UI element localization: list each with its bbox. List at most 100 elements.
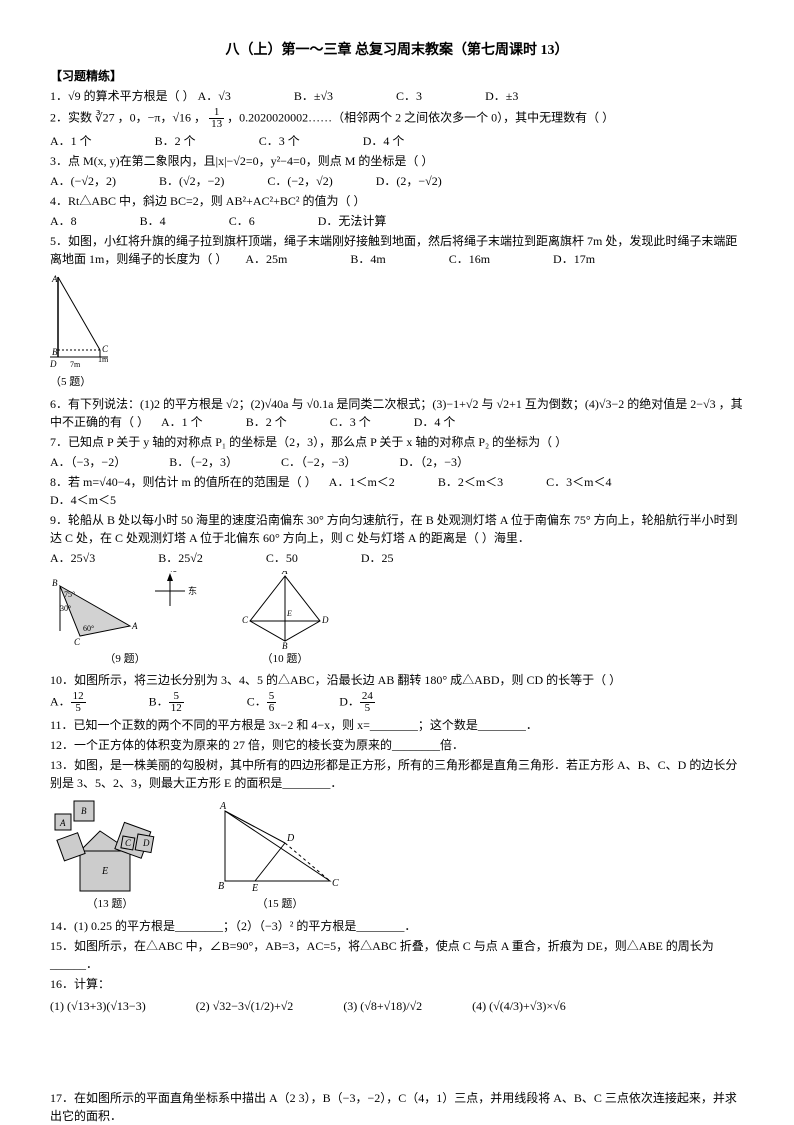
q16-parts: (1) (√13+3)(√13−3) (2) √32−3√(1/2)+√2 (3…: [50, 997, 744, 1015]
svg-text:E: E: [251, 883, 258, 894]
question-15: 15．如图所示，在△ABC 中，∠B=90°，AB=3，AC=5，将△ABC 折…: [50, 937, 744, 973]
figure-9: 北 东 B A C 75° 30° 60° （9 题）: [50, 571, 200, 668]
question-6: 6．有下列说法：(1)2 的平方根是 √2；(2)√40a 与 √0.1a 是同…: [50, 395, 744, 431]
q1-d: D．±3: [485, 87, 518, 105]
q3-b: B．(√2，−2): [159, 172, 224, 190]
question-1: 1．√9 的算术平方根是（ ） A．√3 B．±√3 C．3 D．±3: [50, 87, 744, 105]
q6-stem: 6．有下列说法：(1)2 的平方根是 √2；(2)√40a 与 √0.1a 是同…: [50, 397, 743, 429]
question-4: 4．Rt△ABC 中，斜边 BC=2，则 AB²+AC²+BC² 的值为（ ）: [50, 192, 744, 210]
question-7: 7．已知点 P 关于 y 轴的对称点 P₁ 的坐标是（2，3），那么点 P 关于…: [50, 433, 744, 451]
svg-text:B: B: [52, 578, 58, 588]
figures-9-10-row: 北 东 B A C 75° 30° 60° （9 题） A C D B E （1…: [50, 571, 744, 668]
q10-c: C．56: [247, 691, 277, 714]
q5-d: D．17m: [553, 250, 595, 268]
question-17: 17．在如图所示的平面直角坐标系中描出 A（2 3），B（−3，−2），C（4，…: [50, 1089, 744, 1125]
svg-text:A: A: [131, 621, 138, 631]
q9-d: D．25: [361, 549, 394, 567]
svg-text:C: C: [74, 637, 81, 647]
q6-b: B．2 个: [246, 413, 287, 431]
q5-c: C．16m: [449, 250, 490, 268]
q4-choices: A．8 B．4 C．6 D．无法计算: [50, 212, 744, 230]
figure-10-caption: （10 题）: [240, 651, 330, 668]
q2-fraction: 113: [209, 107, 224, 130]
figure-9-caption: （9 题）: [50, 651, 200, 668]
question-11: 11．已知一个正数的两个不同的平方根是 3x−2 和 4−x，则 x=_____…: [50, 716, 744, 734]
q10-choices: A．125 B．512 C．56 D．245: [50, 691, 744, 714]
svg-text:C: C: [125, 838, 132, 848]
q1-stem: 1．√9 的算术平方根是（ ）: [50, 89, 195, 103]
figure-13-caption: （13 题）: [50, 896, 170, 913]
q8-d: D．4＜m＜5: [50, 491, 116, 509]
figure-15-caption: （15 题）: [210, 896, 350, 913]
figure-10: A C D B E （10 题）: [240, 571, 330, 668]
svg-text:D: D: [142, 838, 150, 848]
q7-a: A．（−3，−2）: [50, 453, 126, 471]
page-title: 八（上）第一～三章 总复习周末教案（第七周课时 13）: [50, 40, 744, 61]
q7-b: B．（−2，3）: [169, 453, 238, 471]
q6-d: D．4 个: [414, 413, 456, 431]
q2-d: D．4 个: [363, 132, 405, 150]
figure-15: A B E D C （15 题）: [210, 801, 350, 913]
q5-b: B．4m: [350, 250, 385, 268]
q9-choices: A．25√3 B．25√2 C．50 D．25: [50, 549, 744, 567]
svg-text:75°: 75°: [64, 590, 75, 599]
q3-choices: A．(−√2，2) B．(√2，−2) C．(−2，√2) D．(2，−√2): [50, 172, 744, 190]
q1-c: C．3: [396, 87, 422, 105]
figure-5: A B C D 1m 7m （5 题）: [50, 272, 120, 391]
svg-text:1m: 1m: [98, 355, 109, 364]
figures-13-15-row: E A B C D （13 题） A B E D C （15 题）: [50, 796, 744, 913]
figure-5-caption: （5 题）: [50, 376, 91, 388]
svg-text:E: E: [286, 609, 292, 618]
question-9: 9．轮船从 B 处以每小时 50 海里的速度沿南偏东 30° 方向匀速航行，在 …: [50, 511, 744, 547]
q10-d: D．245: [339, 691, 375, 714]
svg-text:B: B: [52, 347, 58, 357]
svg-text:A: A: [281, 571, 288, 576]
section-label: 【习题精练】: [50, 67, 744, 85]
q8-stem: 8．若 m=√40−4，则估计 m 的值所在的范围是（ ）: [50, 475, 317, 489]
svg-text:B: B: [282, 641, 288, 651]
svg-text:A: A: [219, 801, 227, 812]
q16-p1: (1) (√13+3)(√13−3): [50, 997, 146, 1015]
q16-p3: (3) (√8+√18)/√2: [343, 997, 422, 1015]
figure-5-row: A B C D 1m 7m （5 题）: [50, 272, 744, 391]
q2-c: C．3 个: [259, 132, 300, 150]
q5-a: A．25m: [245, 250, 287, 268]
q3-c: C．(−2，√2): [267, 172, 332, 190]
q6-a: A．1 个: [161, 413, 203, 431]
q4-b: B．4: [140, 212, 166, 230]
question-14: 14．(1) 0.25 的平方根是________；（2）（−3）² 的平方根是…: [50, 917, 744, 935]
q1-b: B．±√3: [294, 87, 333, 105]
q2-choices: A．1 个 B．2 个 C．3 个 D．4 个: [50, 132, 744, 150]
q8-b: B．2＜m＜3: [438, 473, 503, 491]
figure-13: E A B C D （13 题）: [50, 796, 170, 913]
q3-d: D．(2，−√2): [376, 172, 442, 190]
svg-text:7m: 7m: [70, 360, 81, 369]
question-3: 3．点 M(x, y)在第二象限内，且|x|−√2=0，y²−4=0，则点 M …: [50, 152, 744, 170]
q9-c: C．50: [266, 549, 298, 567]
q2-b: B．2 个: [155, 132, 196, 150]
q8-c: C．3＜m＜4: [546, 473, 611, 491]
svg-text:A: A: [51, 274, 58, 284]
question-2: 2．实数 ∛27 ，0，−π，√16 ， 113 ，0.2020020002………: [50, 107, 744, 130]
q9-b: B．25√2: [158, 549, 203, 567]
question-10: 10．如图所示，将三边长分别为 3、4、5 的△ABC，沿最长边 AB 翻转 1…: [50, 671, 744, 689]
q2-stem-b: ，0.2020020002……（相邻两个 2 之间依次多一个 0），其中无理数有…: [227, 110, 614, 124]
svg-text:C: C: [242, 615, 249, 625]
q5-stem: 5．如图，小红将升旗的绳子拉到旗杆顶端，绳子末端刚好接触到地面，然后将绳子末端拉…: [50, 234, 737, 266]
q16-p2: (2) √32−3√(1/2)+√2: [196, 997, 294, 1015]
q2-a: A．1 个: [50, 132, 92, 150]
svg-text:D: D: [286, 833, 295, 844]
q16-p4: (4) (√(4/3)+√3)×√6: [472, 997, 566, 1015]
q7-choices: A．（−3，−2） B．（−2，3） C．（−2，−3） D．（2，−3）: [50, 453, 744, 471]
svg-text:C: C: [102, 344, 109, 354]
question-16: 16．计算：: [50, 975, 744, 993]
q7-d: D．（2，−3）: [400, 453, 469, 471]
question-5: 5．如图，小红将升旗的绳子拉到旗杆顶端，绳子末端刚好接触到地面，然后将绳子末端拉…: [50, 232, 744, 268]
svg-text:60°: 60°: [83, 624, 94, 633]
q4-c: C．6: [229, 212, 255, 230]
q6-c: C．3 个: [330, 413, 371, 431]
svg-text:D: D: [321, 615, 329, 625]
q10-b: B．512: [149, 691, 184, 714]
q8-a: A．1＜m＜2: [329, 473, 395, 491]
svg-text:B: B: [81, 806, 87, 816]
